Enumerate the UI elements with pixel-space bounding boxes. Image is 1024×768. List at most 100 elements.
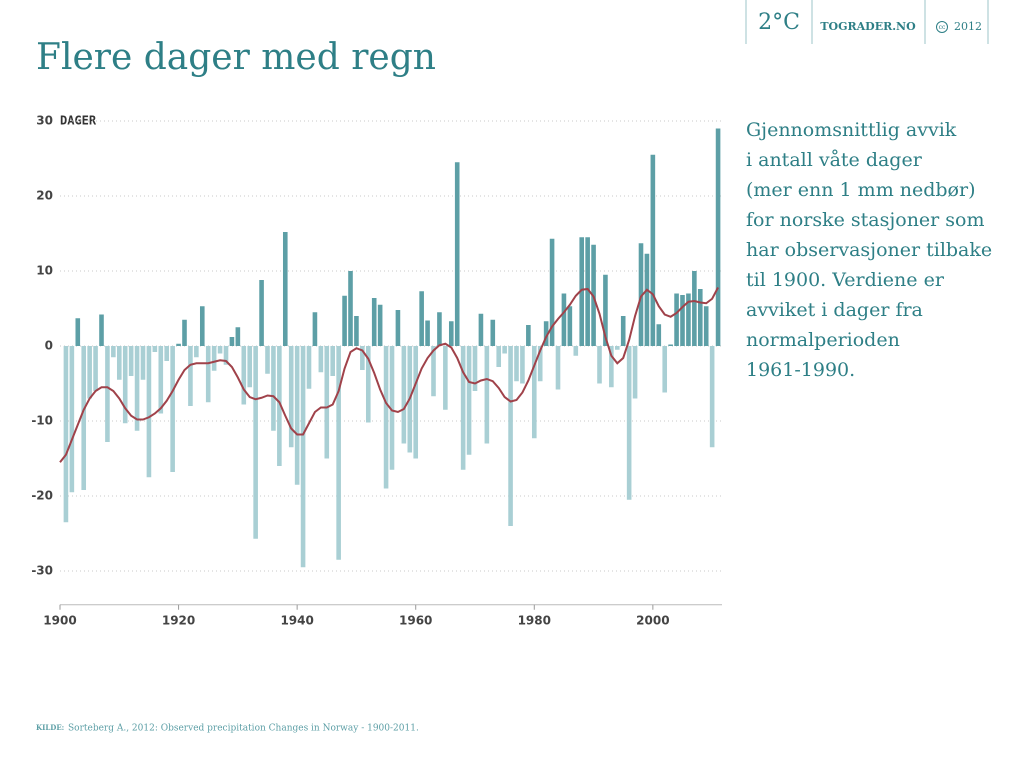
- bar: [603, 274, 608, 346]
- bar: [674, 293, 679, 346]
- bar: [217, 346, 223, 354]
- bar: [277, 346, 282, 466]
- bar: [164, 346, 170, 361]
- bar: [620, 316, 626, 346]
- bar: [680, 295, 685, 346]
- bar: [555, 346, 561, 390]
- description-line: avviket i dager fra: [746, 299, 923, 321]
- bar: [223, 346, 229, 365]
- description-line: har observasjoner tilbake: [746, 239, 992, 261]
- bar: [134, 346, 140, 431]
- bar: [146, 346, 152, 478]
- bar: [122, 346, 128, 424]
- bar: [116, 346, 122, 380]
- bar: [585, 237, 590, 346]
- bar: [597, 346, 602, 384]
- y-tick-label: 30: [36, 114, 53, 128]
- site-name[interactable]: TOGRADER.NO: [820, 20, 916, 33]
- bar: [419, 291, 424, 346]
- bar: [194, 346, 199, 358]
- bar: [401, 346, 407, 444]
- bar: [656, 324, 662, 346]
- bar: [632, 346, 638, 399]
- bar: [662, 346, 668, 393]
- header: [745, 0, 989, 44]
- bar: [668, 344, 673, 346]
- bar: [413, 346, 419, 459]
- bar: [282, 232, 288, 346]
- bar: [709, 346, 715, 448]
- bar: [431, 346, 436, 397]
- bar: [336, 346, 341, 560]
- description-line: i antall våte dager: [746, 149, 923, 171]
- bar: [454, 162, 460, 346]
- bar: [69, 346, 75, 493]
- y-tick-label: 10: [36, 264, 53, 278]
- bar: [490, 319, 496, 346]
- bar: [543, 321, 549, 346]
- y-tick-label: 0: [45, 339, 53, 353]
- x-tick-label: 2000: [636, 614, 669, 628]
- bar: [128, 346, 134, 376]
- logo: 2°C: [758, 10, 800, 35]
- bar: [514, 346, 519, 382]
- bar: [703, 306, 709, 346]
- description-line: Gjennomsnittlig avvik: [746, 119, 957, 141]
- bar: [425, 320, 430, 346]
- bar: [205, 346, 211, 403]
- y-tick-label: -30: [31, 564, 53, 578]
- description-line: (mer enn 1 mm nedbør): [746, 179, 976, 201]
- license-icon: cc: [939, 24, 946, 31]
- y-axis-label: DAGER: [60, 114, 97, 128]
- x-tick-label: 1920: [162, 614, 195, 628]
- source: Sorteberg A., 2012: Observed precipitati…: [68, 724, 419, 734]
- description-line: til 1900. Verdiene er: [746, 269, 945, 291]
- bar: [389, 346, 395, 470]
- bar: [520, 346, 525, 384]
- bar: [105, 346, 110, 442]
- description-line: normalperioden: [746, 329, 900, 351]
- bar: [188, 346, 193, 406]
- bar: [241, 346, 247, 405]
- bar: [614, 346, 620, 350]
- bar: [466, 346, 472, 455]
- bar: [508, 346, 513, 526]
- bar: [692, 271, 697, 346]
- bar: [300, 346, 306, 568]
- bar: [87, 346, 92, 399]
- bar: [609, 346, 614, 388]
- bar: [75, 318, 81, 346]
- bar: [176, 343, 181, 346]
- bar: [573, 346, 579, 356]
- source-label: KILDE:: [36, 723, 64, 732]
- bar: [170, 346, 175, 472]
- bar: [650, 154, 656, 346]
- x-tick-label: 1900: [43, 614, 76, 628]
- bar: [265, 346, 270, 374]
- bar: [383, 346, 389, 489]
- bar: [443, 346, 448, 410]
- bar: [377, 304, 383, 346]
- bar: [360, 346, 365, 370]
- y-tick-label: -10: [31, 414, 53, 428]
- bar: [330, 346, 336, 376]
- bar: [182, 319, 187, 346]
- bar: [448, 321, 454, 346]
- bar: [644, 253, 650, 346]
- bar: [567, 306, 573, 346]
- bar: [99, 314, 104, 346]
- bar: [259, 280, 264, 346]
- bar: [638, 243, 644, 346]
- bar: [354, 316, 359, 346]
- description-line: for norske stasjoner som: [746, 209, 985, 231]
- bar: [561, 293, 567, 346]
- bar: [271, 346, 276, 431]
- bar: [686, 293, 691, 346]
- bar: [247, 346, 253, 388]
- bar: [229, 337, 235, 346]
- bar: [496, 346, 502, 367]
- bar: [235, 327, 241, 346]
- bar: [478, 313, 484, 346]
- y-tick-label: -20: [31, 489, 53, 503]
